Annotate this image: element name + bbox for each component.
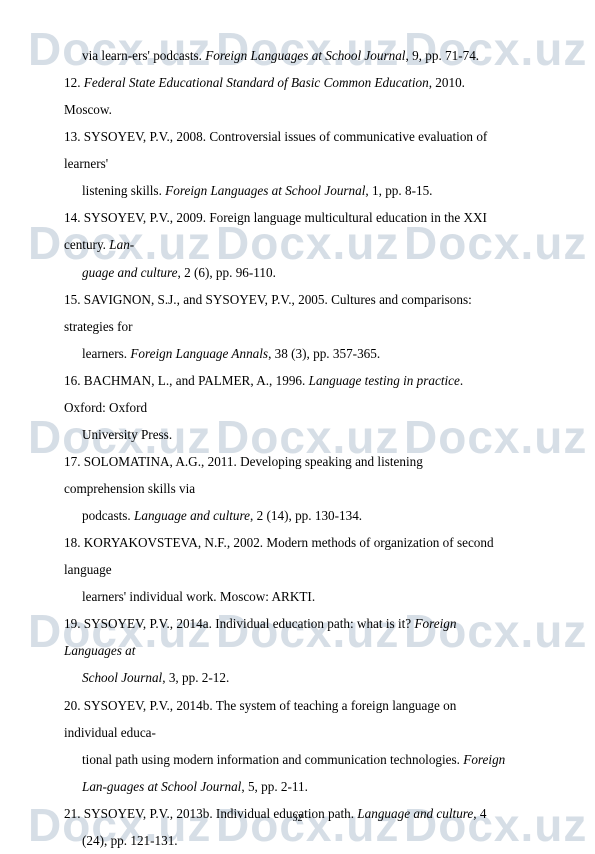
text: 15. SAVIGNON, S.J., and SYSOYEV, P.V., 2…: [64, 292, 472, 307]
text: , 2 (6), pp. 96-110.: [177, 265, 275, 280]
text: 13. SYSOYEV, P.V., 2008. Controversial i…: [64, 129, 487, 144]
text: .: [460, 373, 463, 388]
journal-title: Language and culture: [134, 508, 250, 523]
journal-title: Foreign Languages at School Journal: [205, 48, 405, 63]
text: individual educa-: [64, 725, 156, 740]
text: comprehension skills via: [64, 481, 195, 496]
journal-title: Foreign Language Annals: [130, 346, 268, 361]
text: , 1, pp. 8-15.: [365, 183, 432, 198]
ref-line: University Press.: [64, 421, 542, 448]
ref-line: language: [64, 556, 542, 583]
text: , 9, pp. 71-74.: [405, 48, 479, 63]
ref-line: 13. SYSOYEV, P.V., 2008. Controversial i…: [64, 123, 542, 150]
ref-line: Lan-guages at School Journal, 5, pp. 2-1…: [64, 773, 542, 800]
text: 17. SOLOMATINA, A.G., 2011. Developing s…: [64, 454, 423, 469]
text: 16. BACHMAN, L., and PALMER, A., 1996.: [64, 373, 309, 388]
ref-line: comprehension skills via: [64, 475, 542, 502]
text: strategies for: [64, 319, 132, 334]
ref-line: Oxford: Oxford: [64, 394, 542, 421]
ref-line: learners': [64, 150, 542, 177]
text: (24), pp. 121-131.: [82, 833, 178, 848]
text: 14. SYSOYEV, P.V., 2009. Foreign languag…: [64, 210, 487, 225]
text: , 2010.: [429, 75, 465, 90]
ref-line: learners' individual work. Moscow: ARKTI…: [64, 583, 542, 610]
ref-line: School Journal, 3, pp. 2-12.: [64, 664, 542, 691]
ref-line: 20. SYSOYEV, P.V., 2014b. The system of …: [64, 692, 542, 719]
ref-line: podcasts. Language and culture, 2 (14), …: [64, 502, 542, 529]
ref-line: 19. SYSOYEV, P.V., 2014a. Individual edu…: [64, 610, 542, 637]
text: learners.: [82, 346, 130, 361]
journal-title: Federal State Educational Standard of Ba…: [84, 75, 429, 90]
text: , 38 (3), pp. 357-365.: [268, 346, 380, 361]
ref-line: strategies for: [64, 313, 542, 340]
ref-line: century. Lan-: [64, 231, 542, 258]
ref-line: learners. Foreign Language Annals, 38 (3…: [64, 340, 542, 367]
text: language: [64, 562, 112, 577]
text: , 2 (14), pp. 130-134.: [250, 508, 362, 523]
journal-title: Foreign Languages at School Journal: [165, 183, 365, 198]
ref-line: individual educa-: [64, 719, 542, 746]
text: University Press.: [82, 427, 172, 442]
text: learners': [64, 156, 108, 171]
text: via learn-ers' podcasts.: [82, 48, 205, 63]
ref-line: listening skills. Foreign Languages at S…: [64, 177, 542, 204]
text: 18. KORYAKOVSTEVA, N.F., 2002. Modern me…: [64, 535, 494, 550]
text: Moscow.: [64, 102, 112, 117]
text: , 3, pp. 2-12.: [162, 670, 229, 685]
page-number: 32: [0, 813, 595, 824]
document-body: via learn-ers' podcasts. Foreign Languag…: [64, 42, 542, 854]
text: 12.: [64, 75, 84, 90]
ref-line: tional path using modern information and…: [64, 746, 542, 773]
text: learners' individual work. Moscow: ARKTI…: [82, 589, 315, 604]
ref-line: 15. SAVIGNON, S.J., and SYSOYEV, P.V., 2…: [64, 286, 542, 313]
text: listening skills.: [82, 183, 165, 198]
text: 20. SYSOYEV, P.V., 2014b. The system of …: [64, 698, 456, 713]
ref-line: 17. SOLOMATINA, A.G., 2011. Developing s…: [64, 448, 542, 475]
journal-title: Lan-guages at School Journal: [82, 779, 241, 794]
ref-line: (24), pp. 121-131.: [64, 827, 542, 854]
journal-title: Foreign: [463, 752, 505, 767]
ref-line: 16. BACHMAN, L., and PALMER, A., 1996. L…: [64, 367, 542, 394]
text: century.: [64, 237, 109, 252]
ref-line: 14. SYSOYEV, P.V., 2009. Foreign languag…: [64, 204, 542, 231]
ref-line: guage and culture, 2 (6), pp. 96-110.: [64, 259, 542, 286]
ref-line: Moscow.: [64, 96, 542, 123]
ref-line: 18. KORYAKOVSTEVA, N.F., 2002. Modern me…: [64, 529, 542, 556]
journal-title: guage and culture: [82, 265, 177, 280]
text: , 5, pp. 2-11.: [241, 779, 308, 794]
ref-line: Languages at: [64, 637, 542, 664]
text: 19. SYSOYEV, P.V., 2014a. Individual edu…: [64, 616, 414, 631]
text: Oxford: Oxford: [64, 400, 147, 415]
journal-title: Foreign: [414, 616, 456, 631]
journal-title: School Journal: [82, 670, 162, 685]
text: podcasts.: [82, 508, 134, 523]
journal-title: Languages at: [64, 643, 135, 658]
text: tional path using modern information and…: [82, 752, 463, 767]
journal-title: Language testing in practice: [309, 373, 460, 388]
ref-line: via learn-ers' podcasts. Foreign Languag…: [64, 42, 542, 69]
journal-title: Lan-: [109, 237, 134, 252]
ref-line: 12. Federal State Educational Standard o…: [64, 69, 542, 96]
